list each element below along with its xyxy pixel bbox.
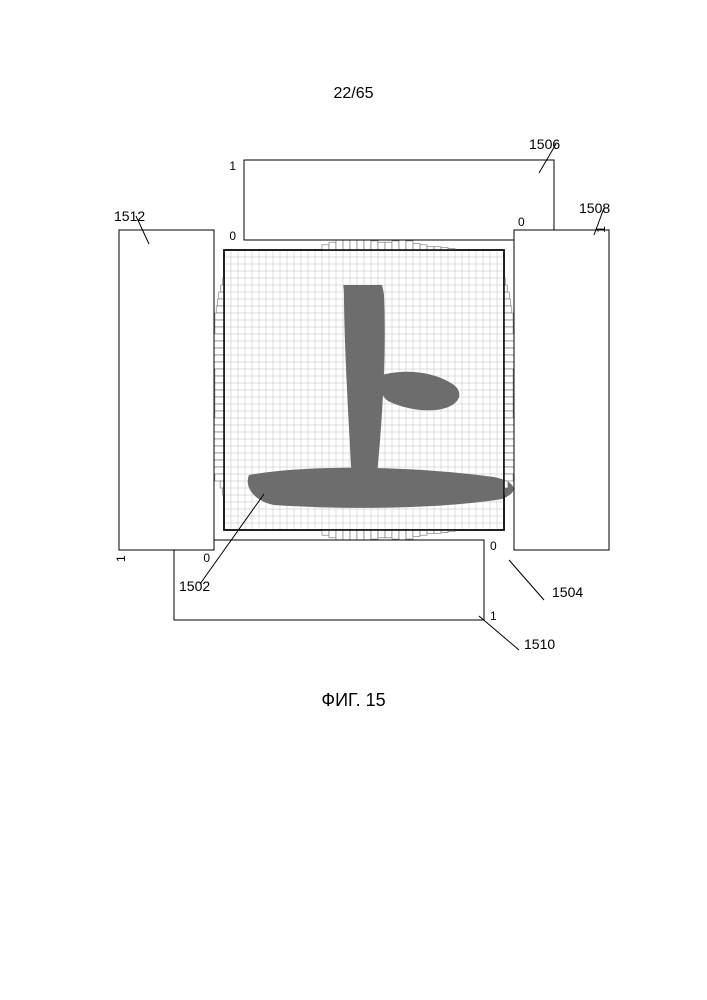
figure-caption: ФИГ. 15 — [0, 690, 707, 711]
svg-text:1: 1 — [114, 555, 128, 562]
callout-ref-1502: 1502 — [179, 578, 210, 594]
svg-text:0: 0 — [203, 551, 210, 565]
svg-text:1: 1 — [490, 609, 497, 623]
figure-svg: 01010101 — [94, 120, 614, 680]
svg-text:0: 0 — [518, 215, 525, 229]
page: 22/65 01010101 150615081504151015021512 … — [0, 0, 707, 1000]
svg-text:0: 0 — [490, 539, 497, 553]
callout-ref-1508: 1508 — [579, 200, 610, 216]
callout-ref-1512: 1512 — [114, 208, 145, 224]
callout-ref-1504: 1504 — [552, 584, 583, 600]
callout-ref-1506: 1506 — [529, 136, 560, 152]
svg-text:1: 1 — [229, 159, 236, 173]
page-number: 22/65 — [0, 85, 707, 103]
callout-ref-1510: 1510 — [524, 636, 555, 652]
figure-canvas: 01010101 — [94, 120, 614, 680]
svg-text:0: 0 — [229, 229, 236, 243]
